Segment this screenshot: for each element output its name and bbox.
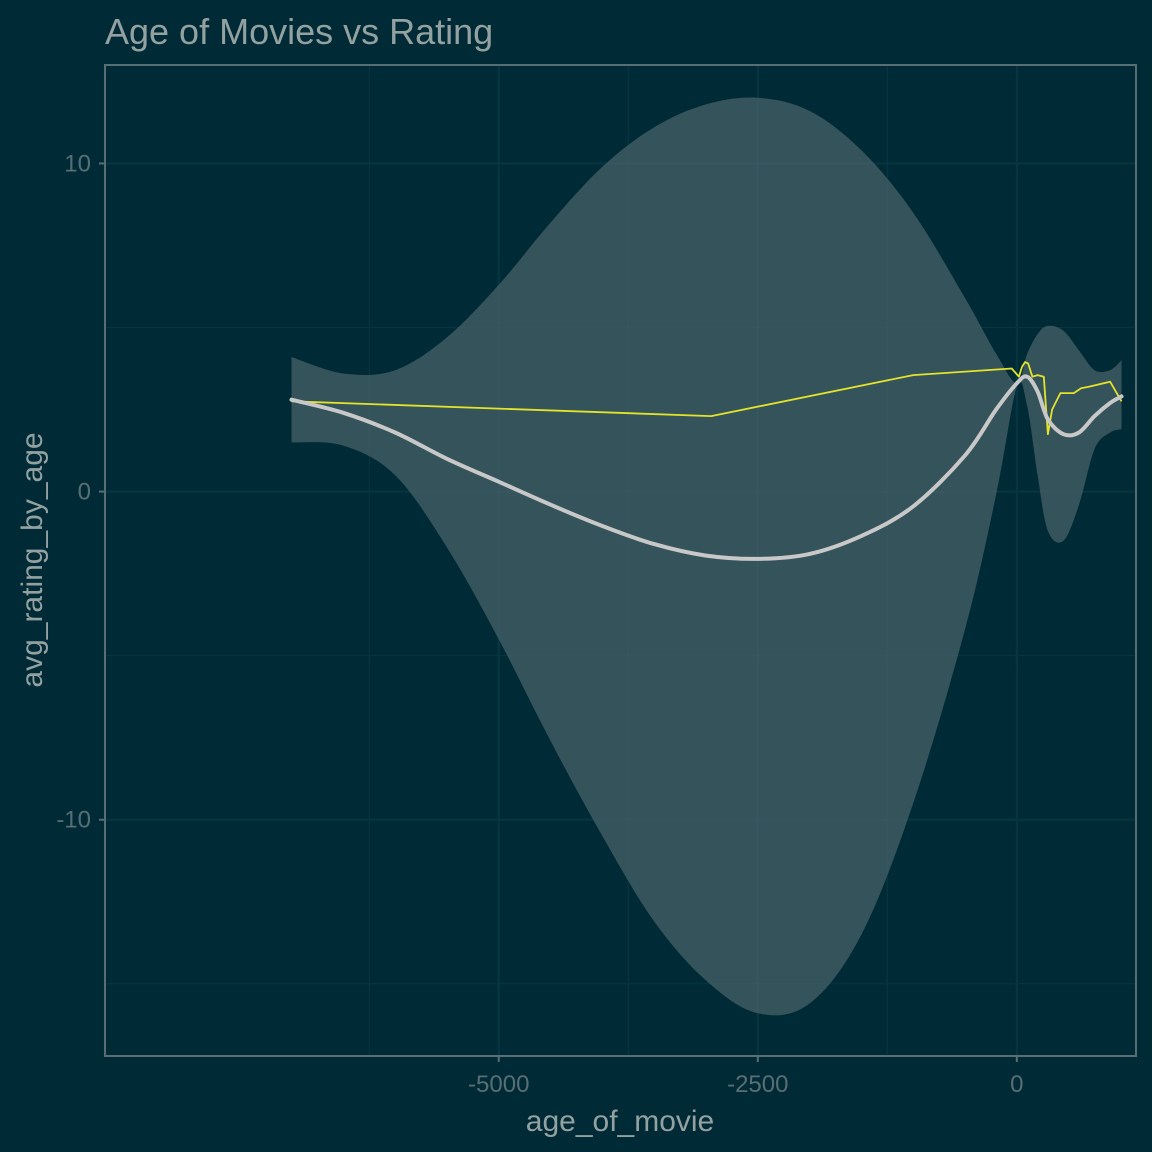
y-tick-label: 0 <box>78 479 91 506</box>
panel-border <box>104 64 1137 1057</box>
raw-rating-line <box>291 361 1123 436</box>
x-axis-ticks: -5000 -2500 0 <box>468 1056 1024 1098</box>
plot-panel <box>104 64 1137 1057</box>
y-axis-ticks: -10 0 10 <box>56 150 105 834</box>
smooth-trend-line <box>289 374 1124 561</box>
x-tick-label: -2500 <box>727 1071 788 1098</box>
y-tick-label: 10 <box>64 150 91 177</box>
x-tick-label: -5000 <box>468 1071 529 1098</box>
x-axis-title: age_of_movie <box>526 1105 714 1138</box>
chart-title: Age of Movies vs Rating <box>105 11 493 52</box>
y-tick-label: -10 <box>56 807 91 834</box>
x-tick-label: 0 <box>1010 1071 1023 1098</box>
y-axis-title: avg_rating_by_age <box>16 432 49 687</box>
